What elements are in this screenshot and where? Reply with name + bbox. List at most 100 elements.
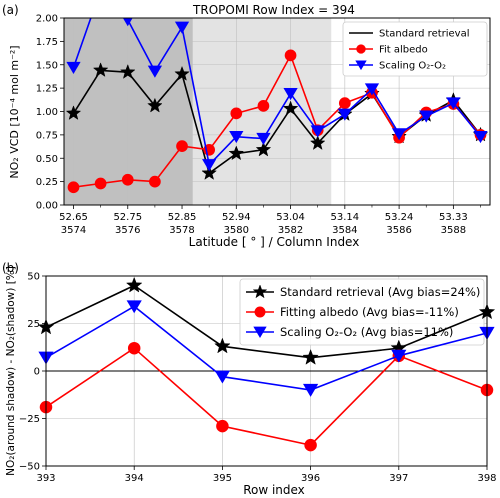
x-tick-label-column: 3588 [441,225,466,236]
y-tick-label: 25 [27,319,40,330]
data-point [337,108,352,121]
series-line [45,305,488,391]
data-point [147,97,163,113]
data-point [216,419,229,433]
y-tick-label: 1.00 [36,107,58,118]
x-tick-label-latitude: 53.33 [439,212,468,223]
panel-a-title: TROPOMI Row Index = 394 [192,3,355,17]
x-tick-label-latitude: 52.65 [59,212,88,223]
x-tick-label-column: 3576 [115,225,140,236]
data-point [121,173,134,186]
x-tick-label-column: 3574 [61,225,86,236]
data-point [147,65,163,78]
data-point [122,18,133,27]
y-tick-label: 1.50 [36,60,58,71]
x-tick-label: 397 [389,473,408,484]
x-tick-label-latitude: 53.04 [276,212,305,223]
data-point [66,61,81,74]
y-tick-label: 0.75 [36,130,58,141]
data-point [201,164,217,180]
x-tick-label-latitude: 53.24 [385,212,414,223]
legend-marker [254,306,266,318]
data-point [67,181,80,194]
panel-b-label: (b) [2,261,19,275]
panel-a-plot: 0.00 0.25 0.50 0.75 1.00 1.25 1.50 1.75 2.00 52.6… [36,14,491,236]
data-point [202,159,217,172]
panel-a-frame [63,17,491,206]
data-point [256,132,271,146]
data-point [391,128,407,141]
legend-marker [252,284,268,299]
y-tick-label: 50 [27,272,40,283]
data-point [65,105,82,120]
y-tick-label: 0.50 [36,154,58,165]
data-point [92,62,109,77]
x-tick-label-column: 3582 [278,225,303,236]
data-point [473,131,488,144]
data-point [303,383,319,397]
x-tick-label-column: 3578 [169,225,194,236]
x-tick-label-latitude: 52.75 [113,212,142,223]
data-point [282,100,299,116]
x-tick-label-column: 3586 [386,225,411,236]
legend-label: Scaling O₂-O₂ [379,61,446,72]
data-point [255,141,272,157]
x-tick-label-column: 3584 [332,225,357,236]
panel-b-ylabel: NO₂(around shadow) - NO₂(shadow) [%] [5,266,17,476]
data-point [176,140,188,152]
x-tick-label: 398 [477,473,496,484]
data-point [174,21,190,34]
data-point [119,63,136,79]
panel-a-ylabel: NO₂ VCD [10⁻⁴ mol m⁻²] [8,45,21,178]
series-line [45,284,488,359]
series-line [45,347,488,446]
panel-b-xlabel: Row index [243,483,305,497]
x-tick-label-latitude: 53.14 [331,212,360,223]
data-point [309,135,326,150]
data-point [283,88,298,101]
data-point [229,131,244,144]
y-tick-label: 0.00 [36,201,58,212]
legend-label: Fitting albedo (Avg bias=-11%) [280,305,459,319]
data-point [126,300,142,314]
legend-marker [355,60,367,71]
y-tick-label: −50 [19,462,40,473]
series-line [72,18,482,167]
panel-a-label: (a) [2,3,19,17]
panel-a-series-group [65,18,489,194]
data-point [304,438,317,452]
data-point [228,145,245,161]
x-tick-label: 394 [125,473,144,484]
data-point [310,125,325,138]
y-tick-label: 0 [34,367,40,378]
panel-b-plot: −50 −25 0 25 50 393 394 395 396 397 398 Standard re… [19,272,497,485]
data-point [419,110,434,123]
legend-label: Standard retrieval [379,29,470,40]
data-point [257,100,270,112]
y-tick-label: 1.25 [36,84,58,95]
legend-box [342,21,488,77]
data-point [391,349,407,363]
y-tick-label: −25 [19,414,40,425]
data-point [125,276,143,293]
legend-marker [253,326,267,338]
panel-a-xlabel: Latitude [ ° ] / Column Index [189,235,360,249]
data-point [94,177,107,190]
data-point [302,348,319,365]
y-tick-label: 0.25 [36,177,58,188]
legend-label: Scaling O₂-O₂ (Avg bias=11%) [280,325,453,339]
legend-label: Fit albedo [379,45,428,56]
x-tick-label-column: 3580 [224,225,249,236]
data-point [338,97,351,109]
data-point [174,65,190,81]
data-point [364,83,380,96]
legend-marker [356,44,366,54]
data-point [214,370,230,384]
x-tick-label-latitude: 52.94 [222,212,251,223]
x-tick-label: 396 [301,473,320,484]
data-point [149,175,161,188]
data-point [127,341,141,355]
legend-label: Standard retrieval (Avg bias=24%) [280,285,480,299]
x-tick-label: 393 [36,473,55,484]
